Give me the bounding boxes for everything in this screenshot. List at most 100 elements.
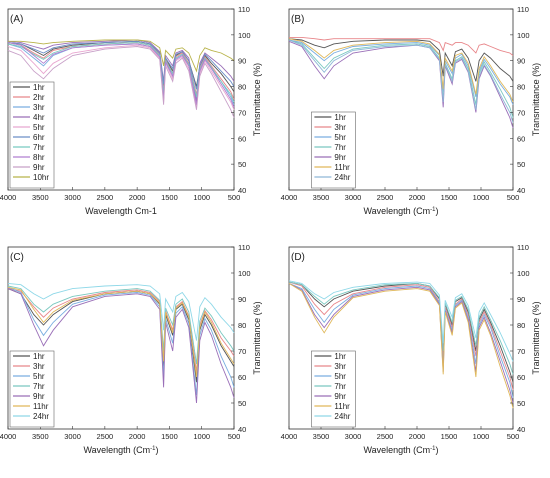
x-tick-label: 500 bbox=[228, 432, 241, 441]
x-tick-label: 3000 bbox=[64, 432, 81, 441]
legend-label-8hr: 8hr bbox=[33, 153, 45, 162]
y-tick-label: 40 bbox=[238, 186, 246, 195]
x-tick-label: 2000 bbox=[409, 193, 426, 202]
y-tick-label: 50 bbox=[238, 160, 246, 169]
x-axis-label: Wavelength (Cm-1) bbox=[363, 445, 438, 455]
x-tick-label: 2500 bbox=[97, 432, 114, 441]
legend-label-3hr: 3hr bbox=[33, 362, 45, 371]
y-tick-label: 60 bbox=[238, 134, 246, 143]
y-tick-label: 80 bbox=[517, 83, 525, 92]
y-tick-label: 60 bbox=[517, 373, 525, 382]
y-tick-label: 90 bbox=[517, 57, 525, 66]
y-tick-label: 60 bbox=[517, 134, 525, 143]
x-tick-label: 500 bbox=[507, 432, 520, 441]
y-tick-label: 110 bbox=[238, 243, 250, 252]
series-line-11hr bbox=[288, 283, 514, 409]
y-tick-label: 90 bbox=[517, 295, 525, 304]
y-tick-label: 100 bbox=[238, 31, 251, 40]
x-tick-label: 4000 bbox=[281, 193, 298, 202]
series-line-3hr bbox=[289, 36, 514, 56]
y-tick-label: 60 bbox=[238, 373, 246, 382]
series-line-9hr bbox=[288, 282, 514, 404]
y-axis-label: Transmittance (%) bbox=[252, 301, 262, 374]
y-tick-label: 40 bbox=[517, 425, 525, 434]
series-line-24hr bbox=[7, 282, 235, 341]
y-axis-label: Transmittance (%) bbox=[531, 63, 541, 136]
panel-label: (D) bbox=[291, 252, 305, 263]
series-line-7hr bbox=[7, 42, 235, 103]
legend-label-24hr: 24hr bbox=[334, 412, 350, 421]
legend-label-7hr: 7hr bbox=[33, 382, 45, 391]
legend-label-7hr: 7hr bbox=[334, 382, 346, 391]
y-axis-label: Transmittance (%) bbox=[252, 63, 262, 136]
series-line-6hr bbox=[7, 40, 235, 90]
x-tick-label: 1500 bbox=[441, 193, 458, 202]
plot-frame bbox=[7, 246, 235, 430]
legend-label-1hr: 1hr bbox=[33, 352, 45, 361]
y-tick-label: 90 bbox=[238, 295, 246, 304]
legend-box bbox=[311, 111, 356, 189]
legend-label-9hr: 9hr bbox=[334, 392, 346, 401]
legend-box bbox=[311, 350, 356, 428]
x-tick-label: 2000 bbox=[409, 432, 426, 441]
legend-label-5hr: 5hr bbox=[334, 372, 346, 381]
legend-label-7hr: 7hr bbox=[334, 143, 346, 152]
plot-frame bbox=[288, 246, 514, 430]
x-tick-label: 1500 bbox=[161, 193, 178, 202]
legend-box bbox=[9, 350, 55, 428]
panel-label: (C) bbox=[10, 252, 24, 263]
x-tick-label: 4000 bbox=[0, 193, 16, 202]
legend-label-11hr: 11hr bbox=[33, 402, 49, 411]
legend-label-3hr: 3hr bbox=[334, 362, 346, 371]
series-line-1hr bbox=[288, 38, 514, 82]
x-axis-label: Wavelength Cm-1 bbox=[85, 206, 157, 216]
series-line-24hr bbox=[288, 39, 514, 123]
series-line-4hr bbox=[7, 39, 235, 103]
y-tick-label: 100 bbox=[238, 269, 251, 278]
series-line-8hr bbox=[7, 42, 235, 108]
y-tick-label: 40 bbox=[517, 186, 525, 195]
x-tick-label: 1000 bbox=[473, 432, 490, 441]
y-tick-label: 110 bbox=[238, 5, 250, 14]
y-tick-label: 70 bbox=[238, 347, 246, 356]
x-tick-label: 1000 bbox=[193, 432, 210, 441]
y-tick-label: 80 bbox=[517, 321, 525, 330]
y-tick-label: 100 bbox=[517, 269, 530, 278]
y-tick-label: 50 bbox=[517, 160, 525, 169]
x-tick-label: 4000 bbox=[281, 432, 298, 441]
series-line-7hr bbox=[7, 285, 235, 365]
y-tick-label: 80 bbox=[238, 83, 246, 92]
x-tick-label: 3500 bbox=[313, 193, 330, 202]
legend-label-4hr: 4hr bbox=[33, 113, 45, 122]
x-tick-label: 1500 bbox=[161, 432, 178, 441]
legend-box bbox=[9, 81, 55, 189]
x-tick-label: 3500 bbox=[313, 432, 330, 441]
legend-label-24hr: 24hr bbox=[334, 173, 350, 182]
legend-label-10hr: 10hr bbox=[33, 173, 49, 182]
legend-label-1hr: 1hr bbox=[33, 83, 45, 92]
x-tick-label: 2500 bbox=[377, 432, 394, 441]
legend-label-3hr: 3hr bbox=[334, 123, 346, 132]
legend-label-9hr: 9hr bbox=[33, 392, 45, 401]
series-line-24hr bbox=[288, 280, 514, 362]
x-tick-label: 500 bbox=[228, 193, 241, 202]
x-tick-label: 2500 bbox=[97, 193, 114, 202]
legend-label-11hr: 11hr bbox=[334, 163, 350, 172]
legend-label-1hr: 1hr bbox=[334, 352, 346, 361]
legend-label-11hr: 11hr bbox=[334, 402, 350, 411]
panel-label: (B) bbox=[291, 14, 304, 25]
y-tick-label: 70 bbox=[517, 108, 525, 117]
legend-label-7hr: 7hr bbox=[33, 143, 45, 152]
y-axis-label: Transmittance (%) bbox=[531, 301, 541, 374]
x-tick-label: 2000 bbox=[129, 432, 146, 441]
panel-label: (A) bbox=[10, 14, 23, 25]
x-tick-label: 1000 bbox=[473, 193, 490, 202]
